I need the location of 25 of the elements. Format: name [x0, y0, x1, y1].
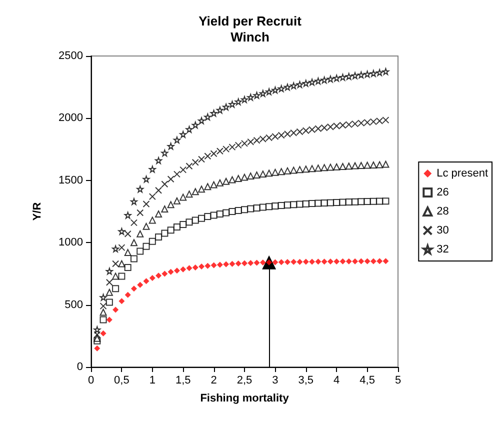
y-axis-title: Y/R [32, 202, 44, 221]
x-tick-label: 2 [210, 374, 217, 386]
x-tick-label: 0 [88, 374, 94, 386]
x-axis-title: Fishing mortality [200, 392, 290, 404]
x-tick-label: 3,5 [298, 374, 314, 386]
y-tick-label: 2500 [58, 50, 83, 62]
x-tick-label: 4 [334, 374, 340, 386]
y-tick-label: 0 [76, 361, 83, 373]
legend-label: Lc present [436, 168, 488, 180]
legend-label: 32 [436, 244, 449, 256]
y-tick-label: 1000 [58, 236, 83, 249]
legend-label: 28 [436, 206, 449, 218]
x-tick-label: 4,5 [360, 374, 375, 386]
x-tick-label: 1,5 [175, 374, 191, 386]
x-tick-label: 3 [272, 374, 278, 386]
x-tick-label: 2,5 [236, 374, 252, 386]
y-tick-label: 2000 [58, 112, 83, 124]
legend-label: 26 [436, 186, 449, 198]
x-tick-label: 5 [394, 374, 402, 386]
chart-title: Yield per Recruit Winch [198, 14, 302, 44]
x-tick-label: 1 [149, 374, 156, 386]
x-tick-label: 0,5 [114, 374, 130, 386]
legend-label: 30 [436, 224, 449, 236]
y-tick-label: 1500 [58, 174, 83, 186]
y-tick-label: 500 [64, 298, 83, 311]
